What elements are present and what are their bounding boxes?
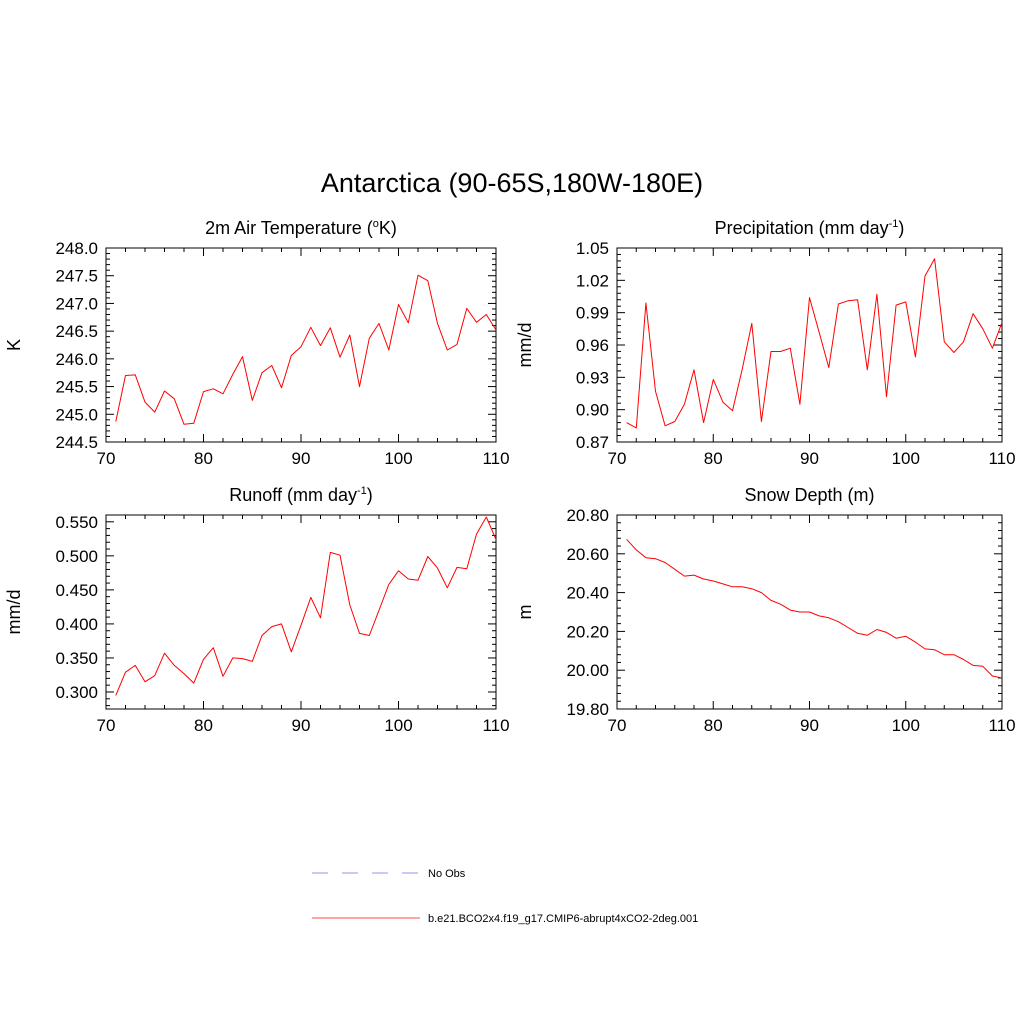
y-tick-label: 0.550 (55, 513, 98, 532)
y-axis-label: mm/d (515, 323, 535, 368)
y-tick-label: 248.0 (55, 239, 98, 258)
y-tick-label: 247.0 (55, 294, 98, 313)
x-tick-label: 90 (292, 716, 311, 735)
x-tick-label: 80 (194, 716, 213, 735)
series-line (626, 258, 1003, 429)
y-tick-label: 0.87 (576, 433, 609, 452)
plot-frame (616, 247, 1003, 443)
panel-snow-depth: 70 80 90 100 110 19.80 20.00 20.20 20.40 20.60 20.… (515, 485, 1016, 735)
series-line (115, 516, 497, 696)
panel-precipitation: 70 80 90 100 110 0.87 0.90 0.93 0.96 0.99 1.02 1.05… (515, 218, 1016, 468)
series-line (626, 538, 1003, 679)
x-tick-label: 110 (988, 449, 1015, 468)
y-tick-label: 20.40 (566, 584, 609, 603)
x-tick-label: 110 (482, 716, 509, 735)
y-tick-label: 246.0 (55, 350, 98, 369)
y-tick-label: 1.05 (576, 239, 609, 258)
x-tick-label: 100 (384, 449, 412, 468)
y-tick-label: 20.60 (566, 545, 609, 564)
x-tick-label: 90 (800, 716, 819, 735)
x-tick-label: 70 (608, 449, 627, 468)
x-tick-label: 90 (292, 449, 311, 468)
y-axis-label: K (4, 339, 24, 351)
x-tick-label: 70 (97, 716, 116, 735)
panel-title: 2m Air Temperature (oK) (205, 218, 397, 238)
plot-frame (105, 514, 497, 710)
figure-title: Antarctica (90-65S,180W-180E) (321, 168, 703, 198)
x-tick-label: 100 (892, 716, 920, 735)
y-tick-label: 1.02 (576, 271, 609, 290)
x-tick-label: 110 (482, 449, 509, 468)
x-tick-label: 110 (988, 716, 1015, 735)
x-tick-label: 70 (97, 449, 116, 468)
y-tick-label: 247.5 (55, 267, 98, 286)
x-tick-label: 70 (608, 716, 627, 735)
x-tick-label: 90 (800, 449, 819, 468)
y-tick-label: 0.90 (576, 401, 609, 420)
y-tick-label: 246.5 (55, 322, 98, 341)
y-tick-label: 20.20 (566, 622, 609, 641)
plot-frame (105, 247, 497, 443)
legend-label-model: b.e21.BCO2x4.f19_g17.CMIP6-abrupt4xCO2-2… (428, 913, 698, 925)
legend: No Obs b.e21.BCO2x4.f19_g17.CMIP6-abrupt… (312, 868, 698, 925)
panel-title: Snow Depth (m) (744, 485, 874, 505)
x-tick-label: 80 (704, 716, 723, 735)
y-tick-label: 20.80 (566, 506, 609, 525)
panel-title: Runoff (mm day-1) (229, 485, 373, 505)
y-tick-label: 0.99 (576, 304, 609, 323)
x-tick-label: 100 (892, 449, 920, 468)
y-tick-label: 245.0 (55, 405, 98, 424)
panel-temperature: 70 80 90 100 110 244.5 245.0 245.5 246.0 246.5 247… (4, 218, 510, 468)
y-tick-label: 0.300 (55, 683, 98, 702)
y-tick-label: 0.350 (55, 649, 98, 668)
panel-runoff: 70 80 90 100 110 0.300 0.350 0.400 0.450 0.500 0.5… (4, 485, 510, 735)
series-line (115, 274, 497, 425)
y-axis-label: m (515, 605, 535, 620)
y-tick-label: 20.00 (566, 661, 609, 680)
y-tick-label: 0.500 (55, 547, 98, 566)
y-tick-label: 245.5 (55, 378, 98, 397)
y-tick-label: 244.5 (55, 433, 98, 452)
legend-label-no-obs: No Obs (428, 868, 466, 880)
y-tick-label: 0.400 (55, 615, 98, 634)
y-tick-label: 0.93 (576, 368, 609, 387)
y-tick-label: 0.450 (55, 581, 98, 600)
panel-title: Precipitation (mm day-1) (715, 218, 905, 238)
y-tick-label: 19.80 (566, 700, 609, 719)
x-tick-label: 80 (194, 449, 213, 468)
x-tick-label: 100 (384, 716, 412, 735)
x-tick-label: 80 (704, 449, 723, 468)
y-tick-label: 0.96 (576, 336, 609, 355)
y-axis-label: mm/d (4, 590, 24, 635)
